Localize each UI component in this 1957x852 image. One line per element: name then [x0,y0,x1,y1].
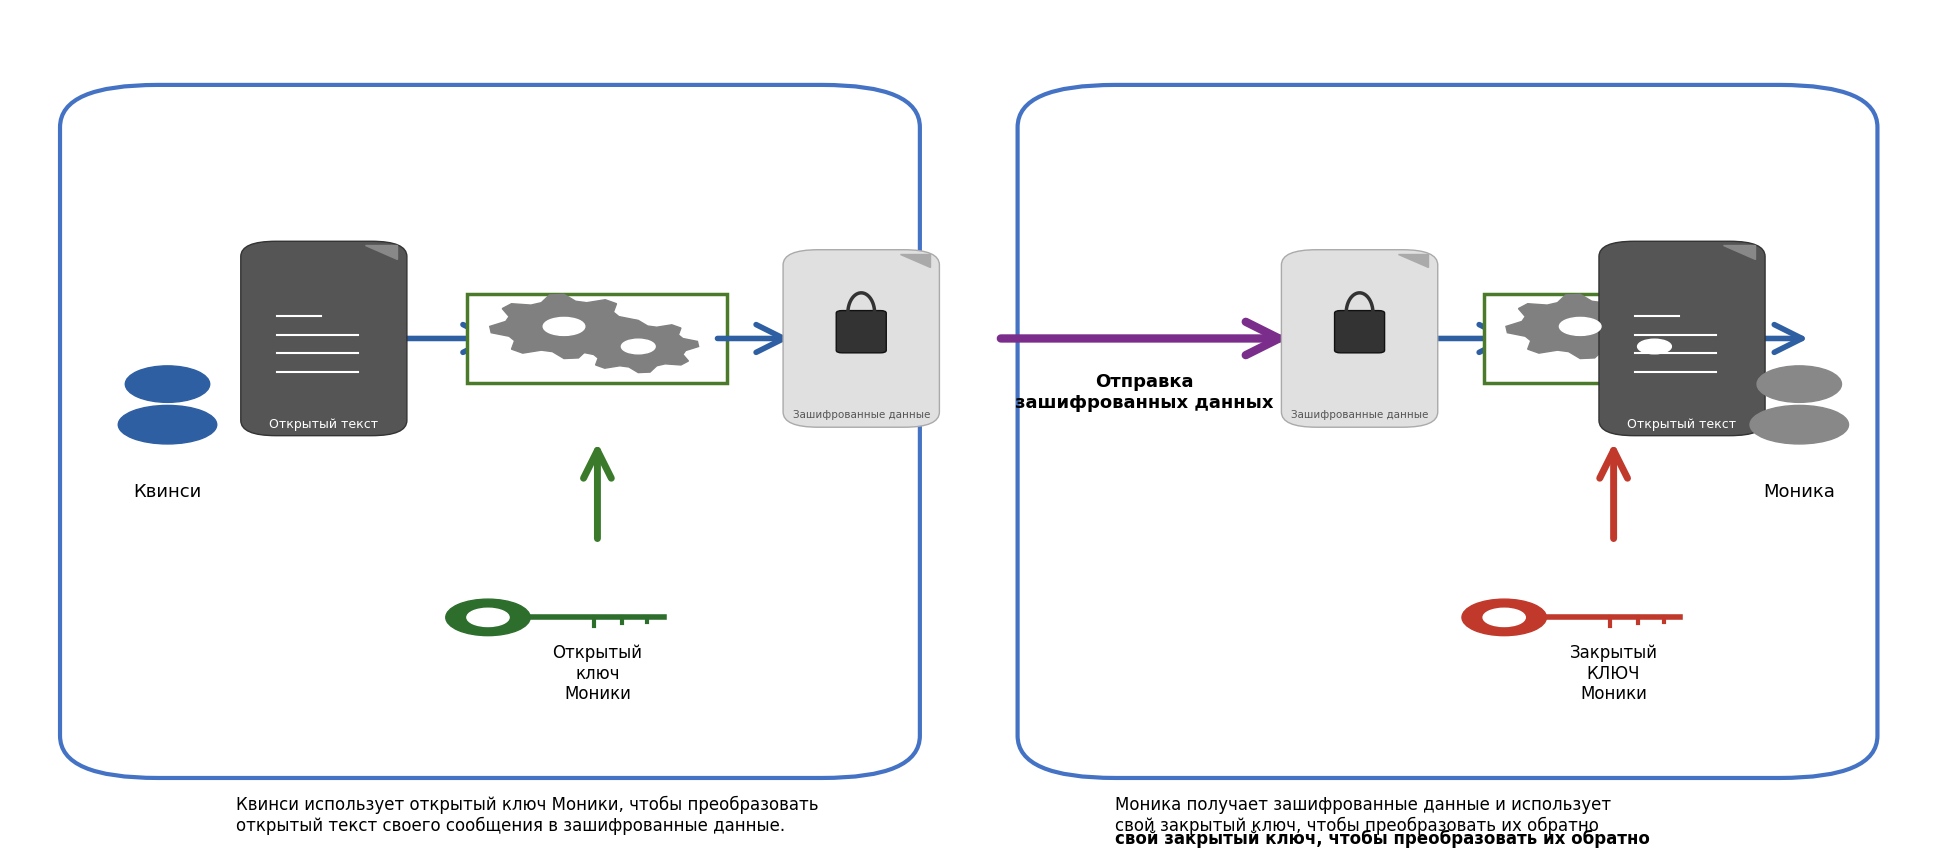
Circle shape [1560,318,1601,336]
Text: Закрытый
КЛЮЧ
Моники: Закрытый КЛЮЧ Моники [1570,643,1658,703]
Text: Квинси: Квинси [133,482,202,501]
Circle shape [125,366,209,403]
FancyBboxPatch shape [1483,295,1744,383]
Polygon shape [900,255,930,268]
Polygon shape [1722,246,1755,260]
FancyBboxPatch shape [468,295,728,383]
FancyBboxPatch shape [836,311,887,354]
Circle shape [1638,340,1671,354]
Text: Открытый текст: Открытый текст [270,417,378,430]
Text: Открытый текст: Открытый текст [1628,417,1736,430]
FancyBboxPatch shape [783,250,939,428]
FancyBboxPatch shape [61,86,920,778]
FancyBboxPatch shape [241,242,407,436]
FancyBboxPatch shape [1599,242,1765,436]
Text: Отправка
зашифрованных данных: Отправка зашифрованных данных [1016,373,1274,412]
Polygon shape [1507,295,1654,360]
Polygon shape [364,246,397,260]
Polygon shape [489,295,638,360]
Circle shape [622,340,656,354]
Ellipse shape [117,406,217,445]
Circle shape [1462,600,1546,636]
Circle shape [468,608,509,627]
Polygon shape [1595,321,1714,373]
FancyBboxPatch shape [1018,86,1877,778]
Circle shape [544,318,585,336]
FancyBboxPatch shape [1335,311,1386,354]
Circle shape [1757,366,1842,403]
Polygon shape [1397,255,1429,268]
Circle shape [1483,608,1525,627]
Text: Моника: Моника [1763,482,1836,501]
Ellipse shape [1750,406,1849,445]
Text: свой закрытый ключ, чтобы преобразовать их обратно: свой закрытый ключ, чтобы преобразовать … [1115,829,1650,847]
Text: Зашифрованные данные: Зашифрованные данные [793,410,930,420]
Text: Зашифрованные данные: Зашифрованные данные [1292,410,1429,420]
Text: Квинси использует открытый ключ Моники, чтобы преобразовать
открытый текст своег: Квинси использует открытый ключ Моники, … [237,795,818,834]
Circle shape [446,600,530,636]
FancyBboxPatch shape [1282,250,1438,428]
Text: Моника получает зашифрованные данные и использует
свой закрытый ключ, чтобы прео: Моника получает зашифрованные данные и и… [1115,795,1611,834]
Text: Открытый
ключ
Моники: Открытый ключ Моники [552,643,642,703]
Polygon shape [577,321,699,373]
